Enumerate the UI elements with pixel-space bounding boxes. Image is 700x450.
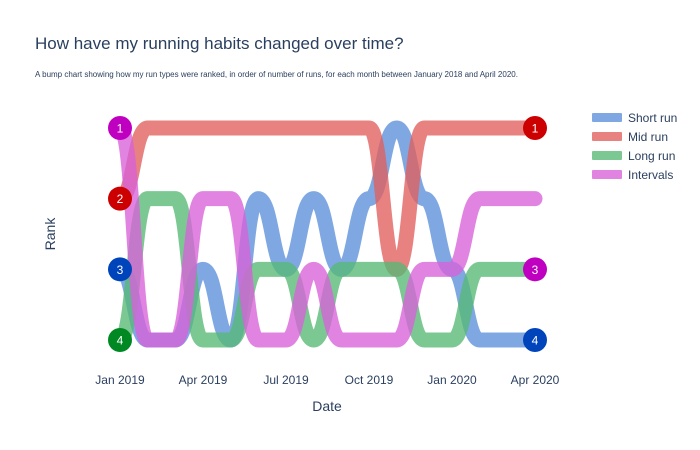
legend-label: Intervals: [628, 167, 674, 182]
legend-item[interactable]: Short run: [592, 108, 677, 127]
rank-marker: [108, 186, 132, 211]
x-tick-label: Apr 2020: [511, 373, 560, 387]
legend-item[interactable]: Mid run: [592, 127, 677, 146]
legend-swatch: [592, 151, 622, 160]
series-line-intervals: [112, 120, 543, 348]
rank-marker-label: 1: [532, 122, 539, 136]
x-tick-label: Jan 2019: [95, 373, 145, 387]
rank-marker: [523, 257, 547, 282]
rank-marker-label: 3: [117, 263, 124, 277]
legend-label: Short run: [628, 110, 678, 125]
legend-label: Long run: [628, 148, 676, 163]
x-tick-label: Oct 2019: [345, 373, 394, 387]
rank-marker: [108, 116, 132, 140]
x-tick-label: Apr 2019: [179, 373, 228, 387]
y-axis-label: Rank: [42, 217, 58, 251]
legend-item[interactable]: Intervals: [592, 165, 677, 184]
chart-subtitle: A bump chart showing how my run types we…: [35, 70, 518, 79]
x-axis-label: Date: [312, 398, 342, 414]
rank-marker-label: 2: [117, 192, 124, 206]
rank-marker: [108, 257, 132, 282]
chart-title: How have my running habits changed over …: [35, 34, 404, 53]
x-tick-label: Jan 2020: [427, 373, 477, 387]
x-tick-label: Jul 2019: [263, 373, 309, 387]
legend: Short run Mid run Long run Intervals: [592, 108, 677, 184]
rank-marker-label: 4: [117, 334, 124, 348]
rank-marker-label: 4: [532, 334, 539, 348]
rank-marker: [523, 116, 547, 140]
legend-item[interactable]: Long run: [592, 146, 677, 165]
legend-label: Mid run: [628, 129, 669, 144]
rank-marker: [108, 328, 132, 352]
legend-swatch: [592, 113, 622, 122]
rank-marker: [523, 328, 547, 352]
rank-marker-label: 1: [117, 122, 124, 136]
series-line-mid-run: [112, 120, 543, 277]
rank-marker-label: 3: [532, 263, 539, 277]
series-line-long-run: [112, 191, 543, 348]
legend-swatch: [592, 132, 622, 141]
legend-swatch: [592, 170, 622, 179]
